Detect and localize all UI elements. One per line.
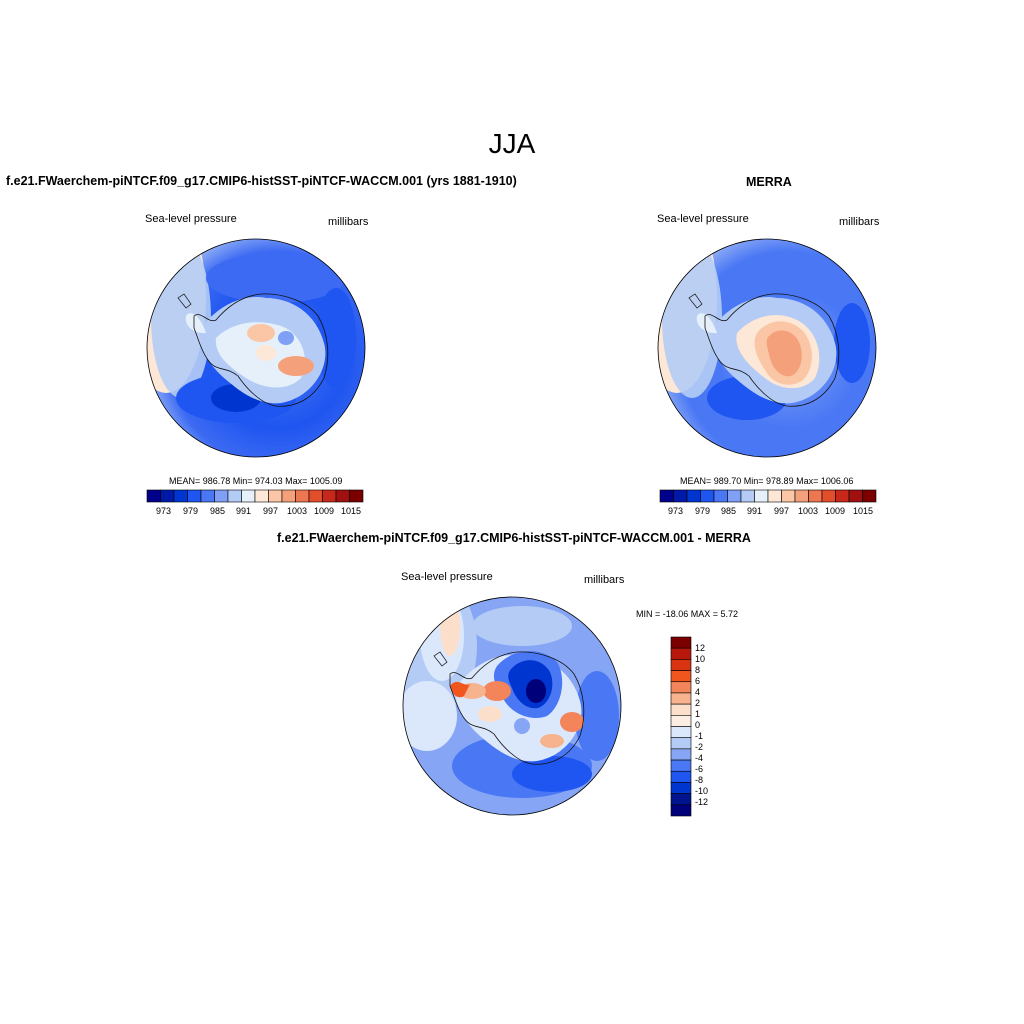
colorbar-tick-label: 1003 bbox=[287, 506, 308, 516]
colorbar-tick-label: 1015 bbox=[341, 506, 362, 516]
colorbar-swatch bbox=[214, 489, 229, 503]
colorbar-tick-label: -1 bbox=[695, 731, 704, 741]
panel-merra-polar-map bbox=[657, 238, 877, 458]
colorbar-swatch bbox=[670, 793, 692, 806]
colorbar-tick-label: 12 bbox=[695, 643, 706, 653]
colorbar-swatch bbox=[754, 489, 769, 503]
colorbar-swatch bbox=[200, 489, 215, 503]
panel-merra-title: MERRA bbox=[746, 175, 792, 189]
panel-model-polar-map bbox=[146, 238, 366, 458]
colorbar-tick-label: 979 bbox=[695, 506, 711, 516]
colorbar-tick-label: 985 bbox=[210, 506, 226, 516]
colorbar-swatch bbox=[862, 489, 877, 503]
colorbar-tick-label: 8 bbox=[695, 665, 701, 675]
colorbar-swatch bbox=[673, 489, 688, 503]
colorbar-swatch bbox=[670, 782, 692, 794]
colorbar-swatch bbox=[670, 737, 692, 750]
colorbar-swatch bbox=[241, 489, 256, 503]
colorbar-swatch bbox=[670, 703, 692, 716]
panel-diff-units-label: millibars bbox=[584, 574, 625, 586]
colorbar-tick-label: 0 bbox=[695, 720, 701, 730]
colorbar-swatch bbox=[781, 489, 796, 503]
colorbar-swatch bbox=[670, 726, 692, 738]
colorbar-swatch bbox=[160, 489, 175, 503]
colorbar-swatch bbox=[670, 804, 692, 817]
figure-title: JJA bbox=[488, 128, 536, 159]
colorbar-swatch bbox=[670, 636, 692, 649]
colorbar-swatch bbox=[808, 489, 823, 503]
colorbar-swatch bbox=[670, 759, 692, 772]
colorbar-tick-label: 1009 bbox=[825, 506, 846, 516]
panel-merra-colorbar bbox=[659, 489, 877, 503]
panel-diff-title: f.e21.FWaerchem-piNTCF.f09_g17.CMIP6-his… bbox=[277, 531, 751, 545]
colorbar-swatch bbox=[335, 489, 350, 503]
colorbar-swatch bbox=[700, 489, 715, 503]
colorbar-swatch bbox=[322, 489, 337, 503]
colorbar-swatch bbox=[187, 489, 202, 503]
colorbar-tick-label: 979 bbox=[183, 506, 199, 516]
colorbar-tick-label: 1 bbox=[695, 709, 701, 719]
colorbar-swatch bbox=[659, 489, 674, 503]
panel-diff-stats: MIN = -18.06 MAX = 5.72 bbox=[636, 609, 739, 619]
colorbar-tick-label: -10 bbox=[695, 786, 709, 796]
panel-merra-units-label: millibars bbox=[839, 216, 880, 228]
colorbar-swatch bbox=[821, 489, 836, 503]
colorbar-tick-label: 2 bbox=[695, 698, 701, 708]
colorbar-swatch bbox=[254, 489, 269, 503]
panel-model-units-label: millibars bbox=[328, 216, 369, 228]
colorbar-swatch bbox=[349, 489, 364, 503]
panel-model-variable-label: Sea-level pressure bbox=[145, 213, 237, 225]
colorbar-tick-label: 997 bbox=[263, 506, 279, 516]
colorbar-swatch bbox=[848, 489, 863, 503]
colorbar-tick-label: 4 bbox=[695, 687, 701, 697]
colorbar-swatch bbox=[295, 489, 310, 503]
panel-merra-variable-label: Sea-level pressure bbox=[657, 213, 749, 225]
colorbar-swatch bbox=[670, 770, 692, 783]
colorbar-tick-label: 991 bbox=[747, 506, 763, 516]
colorbar-tick-label: -4 bbox=[695, 753, 704, 763]
colorbar-swatch bbox=[281, 489, 296, 503]
colorbar-swatch bbox=[670, 681, 692, 694]
colorbar-swatch bbox=[794, 489, 809, 503]
panel-merra-stats: MEAN= 989.70 Min= 978.89 Max= 1006.06 bbox=[680, 476, 854, 486]
colorbar-tick-label: -6 bbox=[695, 764, 704, 774]
colorbar-swatch bbox=[173, 489, 188, 503]
colorbar-tick-label: -12 bbox=[695, 797, 709, 807]
colorbar-swatch bbox=[767, 489, 782, 503]
panel-diff-colorbar bbox=[670, 636, 692, 817]
colorbar-tick-label: 973 bbox=[668, 506, 684, 516]
colorbar-swatch bbox=[740, 489, 755, 503]
colorbar-tick-label: 997 bbox=[774, 506, 790, 516]
colorbar-tick-label: 6 bbox=[695, 676, 701, 686]
colorbar-swatch bbox=[670, 670, 692, 683]
colorbar-swatch bbox=[146, 489, 161, 503]
colorbar-tick-label: 991 bbox=[236, 506, 252, 516]
colorbar-swatch bbox=[686, 489, 701, 503]
panel-model-title: f.e21.FWaerchem-piNTCF.f09_g17.CMIP6-his… bbox=[6, 174, 517, 188]
colorbar-tick-label: -2 bbox=[695, 742, 704, 752]
colorbar-tick-label: -8 bbox=[695, 775, 704, 785]
panel-diff-variable-label: Sea-level pressure bbox=[401, 571, 493, 583]
panel-model-colorbar bbox=[146, 489, 364, 503]
colorbar-tick-label: 10 bbox=[695, 654, 706, 664]
colorbar-swatch bbox=[670, 692, 692, 705]
colorbar-swatch bbox=[835, 489, 850, 503]
colorbar-swatch bbox=[713, 489, 728, 503]
colorbar-tick-label: 1009 bbox=[314, 506, 335, 516]
panel-model-stats: MEAN= 986.78 Min= 974.03 Max= 1005.09 bbox=[169, 476, 343, 486]
colorbar-tick-label: 1003 bbox=[798, 506, 819, 516]
colorbar-swatch bbox=[670, 647, 692, 660]
colorbar-swatch bbox=[308, 489, 323, 503]
colorbar-tick-label: 985 bbox=[721, 506, 737, 516]
colorbar-swatch bbox=[670, 748, 692, 761]
colorbar-swatch bbox=[268, 489, 283, 503]
colorbar-tick-label: 1015 bbox=[853, 506, 874, 516]
colorbar-swatch bbox=[227, 489, 242, 503]
colorbar-swatch bbox=[727, 489, 742, 503]
colorbar-tick-label: 973 bbox=[156, 506, 172, 516]
colorbar-swatch bbox=[670, 715, 692, 727]
panel-diff-polar-map bbox=[402, 596, 622, 816]
colorbar-swatch bbox=[670, 659, 692, 671]
